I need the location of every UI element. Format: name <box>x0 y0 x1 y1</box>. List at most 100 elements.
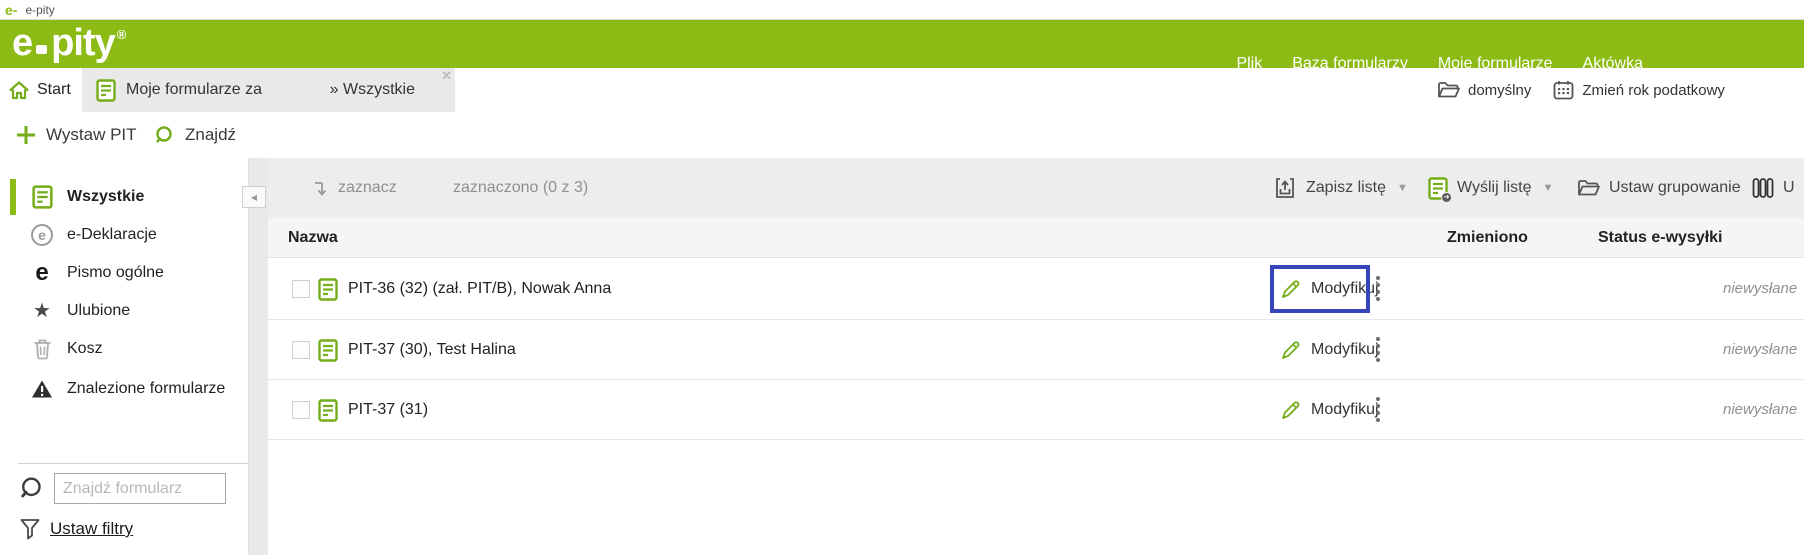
sidebar-item-wszystkie[interactable]: Wszystkie <box>0 178 248 216</box>
folder-icon <box>1437 81 1460 99</box>
sidebar-collapse-button[interactable]: ◀ <box>242 186 266 208</box>
sidebar-item-ulubione[interactable]: ★ Ulubione <box>0 292 248 330</box>
document-icon <box>318 277 338 301</box>
epuap-e-icon: e <box>35 259 49 286</box>
tab-start[interactable]: Start <box>0 68 85 112</box>
column-header-nazwa[interactable]: Nazwa <box>288 229 338 246</box>
sidebar-item-e-deklaracje[interactable]: e e-Deklaracje <box>0 216 248 254</box>
modify-button[interactable]: Modyfikuj <box>1280 399 1379 421</box>
status-badge: niewysłane <box>1723 279 1798 297</box>
select-label: zaznacz <box>338 179 397 196</box>
row-checkbox[interactable] <box>292 340 310 359</box>
menu-item-moje-formularze[interactable]: Moje formularze <box>1437 55 1553 72</box>
send-list-icon: ➜ <box>1428 176 1452 203</box>
form-name[interactable]: PIT-37 (31) <box>348 400 429 418</box>
row-menu-kebab-icon[interactable] <box>1371 337 1385 363</box>
modify-button[interactable]: Modyfikuj <box>1280 278 1379 300</box>
modify-label: Modyfikuj <box>1311 400 1379 418</box>
app-icon: e- <box>5 1 18 18</box>
pencil-icon <box>1280 339 1302 361</box>
table-header: Nazwa Zmieniono Status e-wysyłki <box>268 218 1804 258</box>
save-list-button[interactable]: Zapisz listę ▼ <box>1273 158 1408 218</box>
save-list-label: Zapisz listę <box>1306 179 1387 196</box>
tab-bar-actions: domyślny Zmień rok podatkowy <box>1437 68 1725 112</box>
profile-selector[interactable]: domyślny <box>1437 81 1531 99</box>
row-checkbox[interactable] <box>292 400 310 419</box>
pencil-icon <box>1280 399 1302 421</box>
select-all-button[interactable]: zaznacz <box>313 158 397 218</box>
change-tax-year-button[interactable]: Zmień rok podatkowy <box>1553 80 1725 100</box>
modify-button[interactable]: Modyfikuj <box>1280 339 1379 361</box>
selected-count: zaznaczono (0 z 3) <box>453 179 589 196</box>
set-columns-label-truncated: U <box>1783 179 1795 196</box>
table-row[interactable]: PIT-37 (31) Modyfikuj niewysłane <box>268 380 1804 440</box>
logo-text-e: e <box>12 22 33 64</box>
sidebar-item-kosz[interactable]: Kosz <box>0 330 248 368</box>
column-header-zmieniono[interactable]: Zmieniono <box>1447 229 1528 246</box>
sidebar-item-label: Wszystkie <box>67 188 145 205</box>
trash-icon <box>30 338 54 360</box>
select-arrow-icon <box>313 180 328 197</box>
sidebar-item-label: Pismo ogólne <box>67 264 164 281</box>
brand-header: e pity ® Plik Baza formularzy Moje formu… <box>0 20 1804 72</box>
column-header-status[interactable]: Status e-wysyłki <box>1598 229 1723 246</box>
menu-item-baza-formularzy[interactable]: Baza formularzy <box>1292 55 1408 72</box>
search-form-input[interactable] <box>54 473 226 504</box>
form-name[interactable]: PIT-36 (32) (zał. PIT/B), Nowak Anna <box>348 279 612 297</box>
sidebar-item-znalezione-formularze[interactable]: Znalezione formularze <box>0 370 248 408</box>
sidebar: Wszystkie e e-Deklaracje e Pismo ogólne … <box>0 158 248 555</box>
set-filters-link[interactable]: Ustaw filtry <box>50 519 134 538</box>
wystaw-pit-label: Wystaw PIT <box>46 125 137 144</box>
search-icon <box>20 476 46 502</box>
columns-icon <box>1752 177 1774 199</box>
close-icon[interactable]: ✕ <box>441 68 452 83</box>
pencil-icon <box>1280 278 1302 300</box>
sidebar-item-pismo-ogolne[interactable]: e Pismo ogólne <box>0 254 248 292</box>
modify-label: Modyfikuj <box>1311 279 1379 297</box>
table-row[interactable]: PIT-37 (30), Test Halina Modyfikuj niewy… <box>268 320 1804 380</box>
sidebar-item-label: Ulubione <box>67 302 131 319</box>
chevron-down-icon[interactable]: ▼ <box>1542 182 1554 194</box>
calendar-icon <box>1553 80 1574 100</box>
star-icon: ★ <box>33 300 51 322</box>
set-columns-button[interactable]: U <box>1752 158 1795 218</box>
status-badge: niewysłane <box>1723 400 1798 418</box>
sidebar-filters: Ustaw filtry <box>20 518 133 540</box>
status-badge: niewysłane <box>1723 340 1798 358</box>
chevron-down-icon[interactable]: ▼ <box>1397 182 1408 194</box>
registered-mark: ® <box>116 27 127 42</box>
folder-icon <box>1577 179 1600 197</box>
set-grouping-button[interactable]: Ustaw grupowanie <box>1577 158 1741 218</box>
row-menu-kebab-icon[interactable] <box>1371 276 1385 302</box>
sidebar-search <box>20 473 226 504</box>
wystaw-pit-button[interactable]: Wystaw PIT <box>15 112 137 158</box>
modify-label: Modyfikuj <box>1311 340 1379 358</box>
row-checkbox[interactable] <box>292 279 310 298</box>
menu-item-aktowka[interactable]: Aktówka <box>1582 55 1643 72</box>
tab-label-part1: Moje formularze za <box>126 81 263 98</box>
form-name[interactable]: PIT-37 (30), Test Halina <box>348 340 516 358</box>
profile-label: domyślny <box>1468 81 1532 99</box>
send-arrow-badge: ➜ <box>1441 191 1452 203</box>
znajdz-label: Znajdź <box>185 125 237 144</box>
epity-logo: e pity ® <box>12 22 127 65</box>
logo-text-pity: pity <box>51 22 116 64</box>
os-title-bar: e- e-pity <box>0 0 1804 20</box>
sidebar-splitter[interactable] <box>248 158 268 555</box>
znajdz-button[interactable]: Znajdź <box>155 112 236 158</box>
window-title: e-pity <box>25 2 55 17</box>
menu-item-plik[interactable]: Plik <box>1236 55 1263 72</box>
search-icon <box>155 125 176 146</box>
send-list-button[interactable]: ➜ Wyślij listę ▼ <box>1428 158 1553 218</box>
tab-moje-formularze-wszystkie[interactable]: Moje formularze za » Wszystkie ✕ <box>82 68 455 112</box>
document-icon <box>30 185 54 209</box>
sidebar-item-label: Znalezione formularze <box>67 380 226 397</box>
filter-funnel-icon <box>20 518 40 540</box>
warning-icon <box>30 379 54 399</box>
chevron-left-icon: ◀ <box>250 192 258 202</box>
table-row[interactable]: PIT-36 (32) (zał. PIT/B), Nowak Anna Mod… <box>268 258 1804 320</box>
row-menu-kebab-icon[interactable] <box>1371 397 1385 423</box>
document-icon <box>318 398 338 422</box>
tab-bar: Start Moje formularze za » Wszystkie ✕ d… <box>0 68 1804 112</box>
send-list-label: Wyślij listę <box>1457 179 1532 196</box>
